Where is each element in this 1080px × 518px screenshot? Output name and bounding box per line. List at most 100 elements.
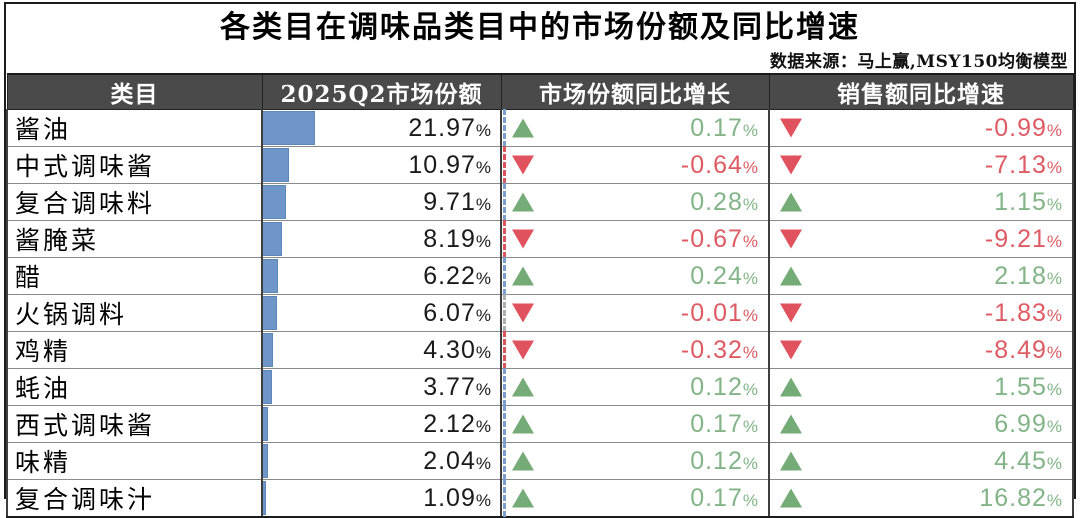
databar-axis-line	[503, 442, 506, 480]
sales-growth-cell: 1.55%	[768, 368, 1074, 406]
trend-arrow-icon	[780, 377, 802, 397]
databar-axis-line	[503, 331, 506, 369]
share-growth-cell: 0.28%	[500, 183, 770, 221]
trend-arrow-icon	[780, 414, 802, 434]
trend-arrow-icon	[780, 303, 802, 323]
share-growth-cell: 0.17%	[500, 479, 770, 518]
share-data-bar	[263, 148, 289, 182]
category-name: 火锅调料	[6, 294, 263, 332]
share-growth-value: -0.64%	[680, 150, 759, 179]
share-growth-value: 0.24%	[690, 261, 759, 290]
category-name: 西式调味酱	[6, 405, 263, 443]
sales-growth-cell: 4.45%	[768, 442, 1074, 480]
sales-growth-cell: 6.99%	[768, 405, 1074, 443]
share-growth-value: -0.67%	[680, 224, 759, 253]
share-growth-value: 0.17%	[690, 483, 759, 512]
sales-growth-cell: -1.83%	[768, 294, 1074, 332]
table-row: 火锅调料 6.07% -0.01% -1.83%	[6, 294, 1074, 332]
share-data-bar	[263, 444, 268, 478]
sales-growth-value: 1.15%	[994, 187, 1063, 216]
share-cell: 6.22%	[261, 257, 502, 295]
share-value: 1.09%	[423, 483, 492, 512]
databar-axis-line	[503, 257, 506, 295]
trend-arrow-icon	[512, 118, 534, 138]
sales-growth-cell: 2.18%	[768, 257, 1074, 295]
share-cell: 9.71%	[261, 183, 502, 221]
share-value: 6.07%	[423, 298, 492, 327]
share-data-bar	[263, 259, 278, 293]
share-growth-value: 0.12%	[690, 372, 759, 401]
sales-growth-value: 2.18%	[994, 261, 1063, 290]
sales-growth-cell: -9.21%	[768, 220, 1074, 258]
col-header-category: 类目	[6, 73, 263, 110]
share-cell: 4.30%	[261, 331, 502, 369]
databar-axis-line	[503, 294, 506, 332]
share-cell: 2.04%	[261, 442, 502, 480]
databar-axis-line	[503, 405, 506, 443]
share-value: 2.12%	[423, 409, 492, 438]
share-value: 2.04%	[423, 446, 492, 475]
share-growth-value: 0.17%	[690, 113, 759, 142]
share-data-bar	[263, 407, 269, 441]
databar-axis-line	[503, 368, 506, 406]
share-value: 10.97%	[408, 150, 492, 179]
databar-axis-line	[503, 146, 506, 184]
category-name: 复合调味汁	[6, 479, 263, 518]
table-header: 类目 2025Q2市场份额 市场份额同比增长 销售额同比增速	[6, 73, 1074, 110]
share-growth-value: 0.12%	[690, 446, 759, 475]
header-row: 类目 2025Q2市场份额 市场份额同比增长 销售额同比增速	[6, 73, 1074, 110]
sales-growth-value: 6.99%	[994, 409, 1063, 438]
category-name: 复合调味料	[6, 183, 263, 221]
sales-growth-cell: 16.82%	[768, 479, 1074, 518]
data-source-note: 数据来源：马上赢,MSY150均衡模型	[769, 52, 1068, 72]
sales-growth-value: -0.99%	[984, 113, 1063, 142]
category-name: 鸡精	[6, 331, 263, 369]
title-block: 各类目在调味品类目中的市场份额及同比增速 数据来源：马上赢,MSY150均衡模型	[6, 4, 1074, 73]
share-growth-cell: 0.24%	[500, 257, 770, 295]
share-cell: 21.97%	[261, 109, 502, 147]
trend-arrow-icon	[512, 488, 534, 508]
share-data-bar	[263, 111, 316, 145]
trend-arrow-icon	[780, 155, 802, 175]
sales-growth-value: -9.21%	[984, 224, 1063, 253]
sales-growth-value: 4.45%	[994, 446, 1063, 475]
page-title: 各类目在调味品类目中的市场份额及同比增速	[220, 10, 860, 45]
trend-arrow-icon	[512, 192, 534, 212]
table-row: 酱油 21.97% 0.17% -0.99%	[6, 109, 1074, 147]
share-value: 3.77%	[423, 372, 492, 401]
trend-arrow-icon	[780, 451, 802, 471]
databar-axis-line	[503, 479, 506, 517]
share-growth-value: -0.01%	[680, 298, 759, 327]
table-row: 复合调味汁 1.09% 0.17% 16.82%	[6, 479, 1074, 518]
table-body: 酱油 21.97% 0.17% -0.99% 中式调味酱 10.97% -0.6…	[6, 109, 1074, 518]
trend-arrow-icon	[780, 340, 802, 360]
share-growth-cell: -0.67%	[500, 220, 770, 258]
sales-growth-value: 1.55%	[994, 372, 1063, 401]
trend-arrow-icon	[780, 118, 802, 138]
share-cell: 2.12%	[261, 405, 502, 443]
share-growth-cell: -0.64%	[500, 146, 770, 184]
sales-growth-value: 16.82%	[979, 483, 1063, 512]
share-growth-cell: 0.12%	[500, 442, 770, 480]
trend-arrow-icon	[780, 192, 802, 212]
share-data-bar	[263, 185, 286, 219]
sales-growth-cell: 1.15%	[768, 183, 1074, 221]
share-growth-value: 0.17%	[690, 409, 759, 438]
table-row: 鸡精 4.30% -0.32% -8.49%	[6, 331, 1074, 369]
category-name: 味精	[6, 442, 263, 480]
sales-growth-value: -1.83%	[984, 298, 1063, 327]
table-row: 复合调味料 9.71% 0.28% 1.15%	[6, 183, 1074, 221]
sales-growth-value: -7.13%	[984, 150, 1063, 179]
table-row: 蚝油 3.77% 0.12% 1.55%	[6, 368, 1074, 406]
share-value: 4.30%	[423, 335, 492, 364]
databar-axis-line	[503, 183, 506, 221]
table-row: 醋 6.22% 0.24% 2.18%	[6, 257, 1074, 295]
trend-arrow-icon	[512, 414, 534, 434]
share-value: 9.71%	[423, 187, 492, 216]
table-row: 酱腌菜 8.19% -0.67% -9.21%	[6, 220, 1074, 258]
sales-growth-value: -8.49%	[984, 335, 1063, 364]
share-growth-cell: -0.01%	[500, 294, 770, 332]
share-growth-cell: -0.32%	[500, 331, 770, 369]
trend-arrow-icon	[512, 155, 534, 175]
report-frame: 各类目在调味品类目中的市场份额及同比增速 数据来源：马上赢,MSY150均衡模型…	[4, 2, 1076, 518]
